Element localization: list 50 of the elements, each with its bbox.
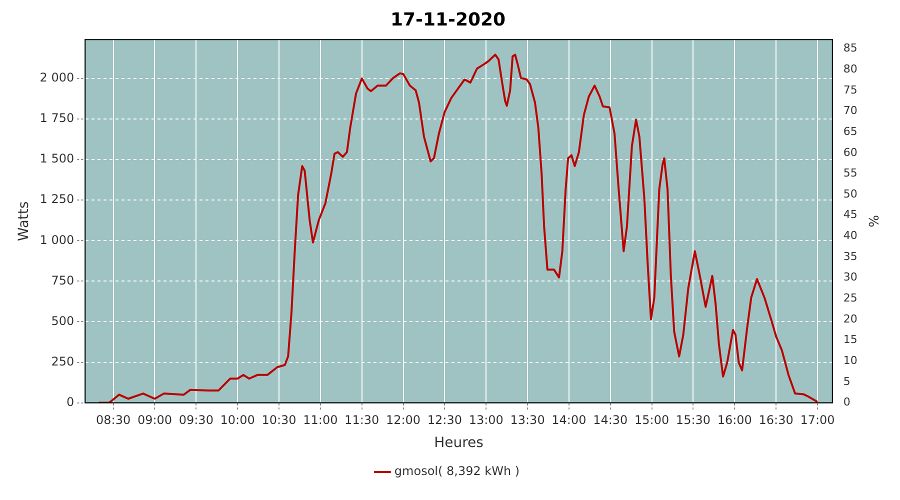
y2-tick-label: 75 xyxy=(843,83,858,96)
y-tick-label: 2 000 xyxy=(40,70,74,85)
x-tick-label: 12:30 xyxy=(427,413,462,428)
x-tick-label: 12:00 xyxy=(386,413,421,428)
x-tick-label: 16:00 xyxy=(717,413,752,428)
x-tick-label: 11:30 xyxy=(344,413,380,428)
x-tick-label: 11:00 xyxy=(303,413,338,428)
x-tick-label: 15:00 xyxy=(634,413,670,428)
y2-tick-label: 70 xyxy=(843,104,858,118)
y2-tick-label: 45 xyxy=(843,208,858,222)
y-tick-label: 0 xyxy=(66,394,74,409)
y2-tick-label: 80 xyxy=(843,62,858,76)
y2-tick-label: 5 xyxy=(843,374,850,388)
x-tick-label: 13:30 xyxy=(510,413,545,428)
y-tick-label: 250 xyxy=(51,354,74,368)
y2-tick-label: 0 xyxy=(843,396,850,409)
y-tick-label: 1 000 xyxy=(40,232,74,247)
y2-tick-label: 65 xyxy=(843,124,858,138)
x-tick-label: 09:00 xyxy=(137,413,172,428)
x-tick-label: 14:00 xyxy=(552,413,586,428)
x-tick-label: 10:00 xyxy=(220,413,255,428)
x-tick-label: 09:30 xyxy=(178,413,214,428)
x-tick-label: 10:30 xyxy=(262,413,296,428)
chart-title: 17-11-2020 xyxy=(390,9,506,30)
x-tick-label: 14:30 xyxy=(593,413,628,428)
y-tick-label: 500 xyxy=(51,314,74,328)
y2-tick-label: 35 xyxy=(843,250,858,263)
y2-tick-label: 50 xyxy=(843,187,858,200)
y2-tick-label: 60 xyxy=(843,146,858,159)
y-tick-label: 750 xyxy=(51,273,74,288)
x-tick-label: 16:30 xyxy=(758,413,794,428)
x-tick-label: 13:00 xyxy=(468,413,504,428)
y2-tick-label: 15 xyxy=(843,333,858,346)
y-tick-label: 1 250 xyxy=(40,192,74,206)
y2-tick-label: 85 xyxy=(843,42,858,55)
y2-axis-title: % xyxy=(864,215,880,228)
y2-tick-label: 30 xyxy=(843,270,858,284)
y2-tick-label: 10 xyxy=(843,354,858,368)
x-axis-title: Heures xyxy=(434,435,484,452)
x-tick-label: 17:00 xyxy=(800,413,835,428)
y-axis-title: Watts xyxy=(16,201,32,242)
y2-tick-label: 20 xyxy=(843,312,858,326)
y-tick-label: 1 750 xyxy=(40,111,74,126)
y2-tick-label: 55 xyxy=(843,166,858,180)
x-tick-label: 15:30 xyxy=(676,413,711,428)
x-tick-label: 08:30 xyxy=(96,413,131,428)
y2-tick-label: 25 xyxy=(843,292,858,305)
y-tick-label: 1 500 xyxy=(40,152,74,166)
legend-label: gmosol( 8,392 kWh ) xyxy=(394,464,520,478)
y2-tick-label: 40 xyxy=(843,229,858,242)
